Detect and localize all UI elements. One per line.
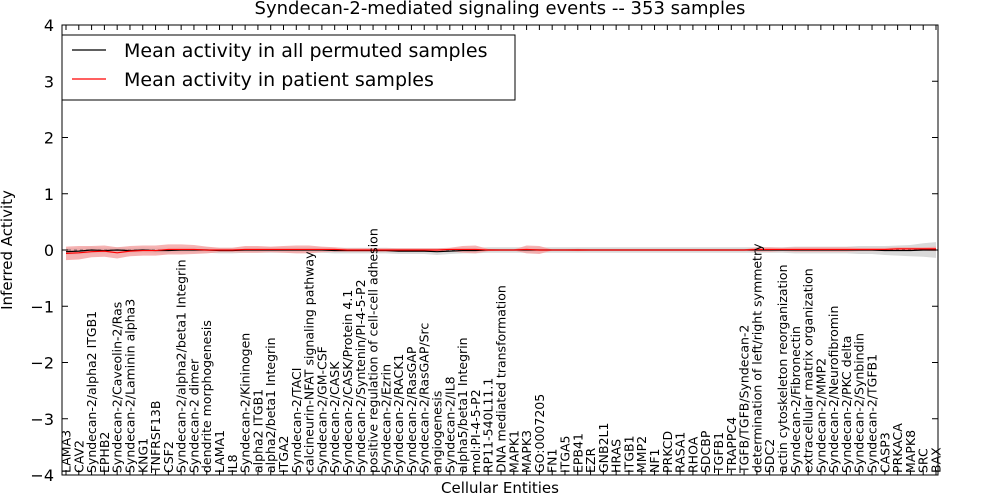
y-tick-label: 2 bbox=[44, 129, 54, 148]
x-tick-label: DNA mediated transformation bbox=[494, 285, 509, 473]
legend-label-permuted: Mean activity in all permuted samples bbox=[124, 40, 487, 62]
x-tick-label: GNB2L1 bbox=[596, 423, 611, 473]
x-tick-label: TGFB1 bbox=[711, 432, 726, 474]
y-tick-label: −2 bbox=[30, 354, 54, 373]
x-tick-label: PRKCD bbox=[660, 431, 675, 473]
x-tick-label: CSF2 bbox=[161, 441, 176, 473]
x-tick-label: EPHB2 bbox=[97, 432, 112, 473]
x-tick-label: ITGB1 bbox=[621, 435, 636, 473]
x-tick-label: mol:PI-4-5-P2 bbox=[468, 389, 483, 473]
y-tick-label: 1 bbox=[44, 185, 54, 204]
x-tick-label: EPB41 bbox=[570, 433, 585, 473]
x-tick-label: Syndecan-2 dimer bbox=[186, 358, 201, 473]
x-tick-label: GO:0007205 bbox=[532, 394, 547, 473]
x-tick-label: Syndecan-2/Ezrin bbox=[378, 364, 393, 473]
patient-band bbox=[66, 244, 936, 261]
x-tick-label: extracellular matrix organization bbox=[801, 268, 816, 473]
x-tick-label: positive regulation of cell-cell adhesio… bbox=[366, 228, 381, 473]
x-tick-label: Syndecan-2/Kininogen bbox=[238, 333, 253, 473]
x-tick-label: TGFB/TGFB/Syndecan-2 bbox=[737, 325, 752, 474]
x-tick-label: RASA1 bbox=[673, 432, 688, 473]
x-tick-label: FN1 bbox=[545, 449, 560, 474]
confidence-bands bbox=[66, 242, 936, 261]
x-tick-label: Syndecan-2/RasGAP/Src bbox=[417, 323, 432, 473]
x-tick-label: NF1 bbox=[647, 449, 662, 474]
x-tick-label: determination of left/right symmetry bbox=[749, 243, 764, 473]
patient-mean-line bbox=[65, 248, 936, 254]
y-tick-label: 0 bbox=[44, 241, 54, 260]
x-tick-label: SRC bbox=[916, 448, 931, 473]
x-tick-label: Syndecan-2/CASK/Protein 4.1 bbox=[340, 290, 355, 473]
x-tick-label: Syndecan-2/CASK bbox=[327, 361, 342, 473]
x-tick-label: actin cytoskeleton reorganization bbox=[775, 264, 790, 473]
x-tick-label: PRKACA bbox=[890, 423, 905, 473]
legend: Mean activity in all permuted samples Me… bbox=[61, 34, 516, 101]
x-tick-label: MAPK3 bbox=[519, 430, 534, 473]
x-tick-label: CASP3 bbox=[877, 432, 892, 473]
x-tick-label: ITGA2 bbox=[276, 435, 291, 473]
chart-title: Syndecan-2-mediated signaling events -- … bbox=[255, 0, 746, 19]
x-tick-label: KNG1 bbox=[135, 438, 150, 473]
x-tick-label: Syndecan-2/GM-CSF bbox=[314, 346, 329, 473]
x-tick-label: CAV2 bbox=[71, 440, 86, 473]
x-tick-label: Syndecan-2/TACI bbox=[289, 368, 304, 473]
y-tick-label: 3 bbox=[44, 72, 54, 91]
legend-label-patient: Mean activity in patient samples bbox=[124, 69, 434, 91]
x-tick-label: LAMA1 bbox=[212, 430, 227, 473]
x-tick-label: alpha5/beta1 Integrin bbox=[455, 337, 470, 473]
x-tick-label: Syndecan-2/PKC delta bbox=[839, 336, 854, 473]
x-tick-label: calcineurin-NFAT signaling pathway bbox=[302, 251, 317, 473]
x-tick-label: Syndecan-2/Caveolin-2/Ras bbox=[110, 302, 125, 473]
x-tick-label: Syndecan-2/alpha2/beta1 Integrin bbox=[174, 259, 189, 473]
y-axis-ticks: 4 3 2 1 0 −1 −2 −3 −4 bbox=[30, 16, 938, 485]
x-tick-label: Syndecan-2/RACK1 bbox=[391, 354, 406, 473]
x-tick-label: MAPK1 bbox=[506, 430, 521, 473]
y-tick-label: −1 bbox=[30, 297, 54, 316]
x-tick-label: RHOA bbox=[685, 436, 700, 473]
x-tick-label: alpha2 ITGB1 bbox=[250, 389, 265, 473]
x-tick-label: Syndecan-2/IL8 bbox=[442, 376, 457, 473]
series-lines bbox=[65, 248, 936, 254]
x-tick-label: Syndecan-2/Synbindin bbox=[852, 333, 867, 473]
x-tick-label: Syndecan-2/RasGAP bbox=[404, 346, 419, 473]
x-tick-label: BAX bbox=[929, 447, 944, 473]
x-tick-label: SDCBP bbox=[698, 430, 713, 473]
x-tick-label: EZR bbox=[583, 448, 598, 473]
x-tick-label: Syndecan-2/MMP2 bbox=[813, 358, 828, 473]
y-tick-label: −4 bbox=[30, 466, 54, 485]
x-tick-label: ITGA5 bbox=[557, 435, 572, 473]
y-tick-label: −3 bbox=[30, 410, 54, 429]
plot-frame bbox=[61, 24, 939, 476]
x-tick-label: alpha2/beta1 Integrin bbox=[263, 337, 278, 473]
x-axis-label: Cellular Entities bbox=[441, 479, 559, 497]
x-tick-label: TNFRSF13B bbox=[148, 401, 163, 474]
x-tick-label: Syndecan-2/Syntenin/PI-4-5-P2 bbox=[353, 279, 368, 473]
x-tick-label: MAPK8 bbox=[903, 430, 918, 473]
x-tick-label: Syndecan-2/Fibronectin bbox=[788, 326, 803, 473]
x-tick-label: Syndecan-2/Laminin alpha3 bbox=[122, 299, 137, 473]
x-tick-label: Syndecan-2/Neurofibromin bbox=[826, 306, 841, 473]
x-tick-label: HRAS bbox=[609, 439, 624, 473]
x-tick-label: RP11-540L11.1 bbox=[481, 378, 496, 473]
x-tick-label: MMP2 bbox=[634, 436, 649, 473]
x-tick-label: TRAPPC4 bbox=[724, 417, 739, 474]
x-tick-label: angiogenesis bbox=[430, 391, 445, 473]
legend-box bbox=[61, 34, 516, 101]
y-axis-label: Inferred Activity bbox=[0, 190, 16, 310]
x-tick-label: SDC2 bbox=[762, 439, 777, 473]
x-tick-label: Syndecan-2/alpha2 ITGB1 bbox=[84, 311, 99, 473]
y-tick-label: 4 bbox=[44, 16, 54, 35]
x-tick-label: IL8 bbox=[225, 454, 240, 473]
x-tick-label: dendrite morphogenesis bbox=[199, 320, 214, 473]
x-tick-label: Syndecan-2/TGFB1 bbox=[865, 354, 880, 473]
